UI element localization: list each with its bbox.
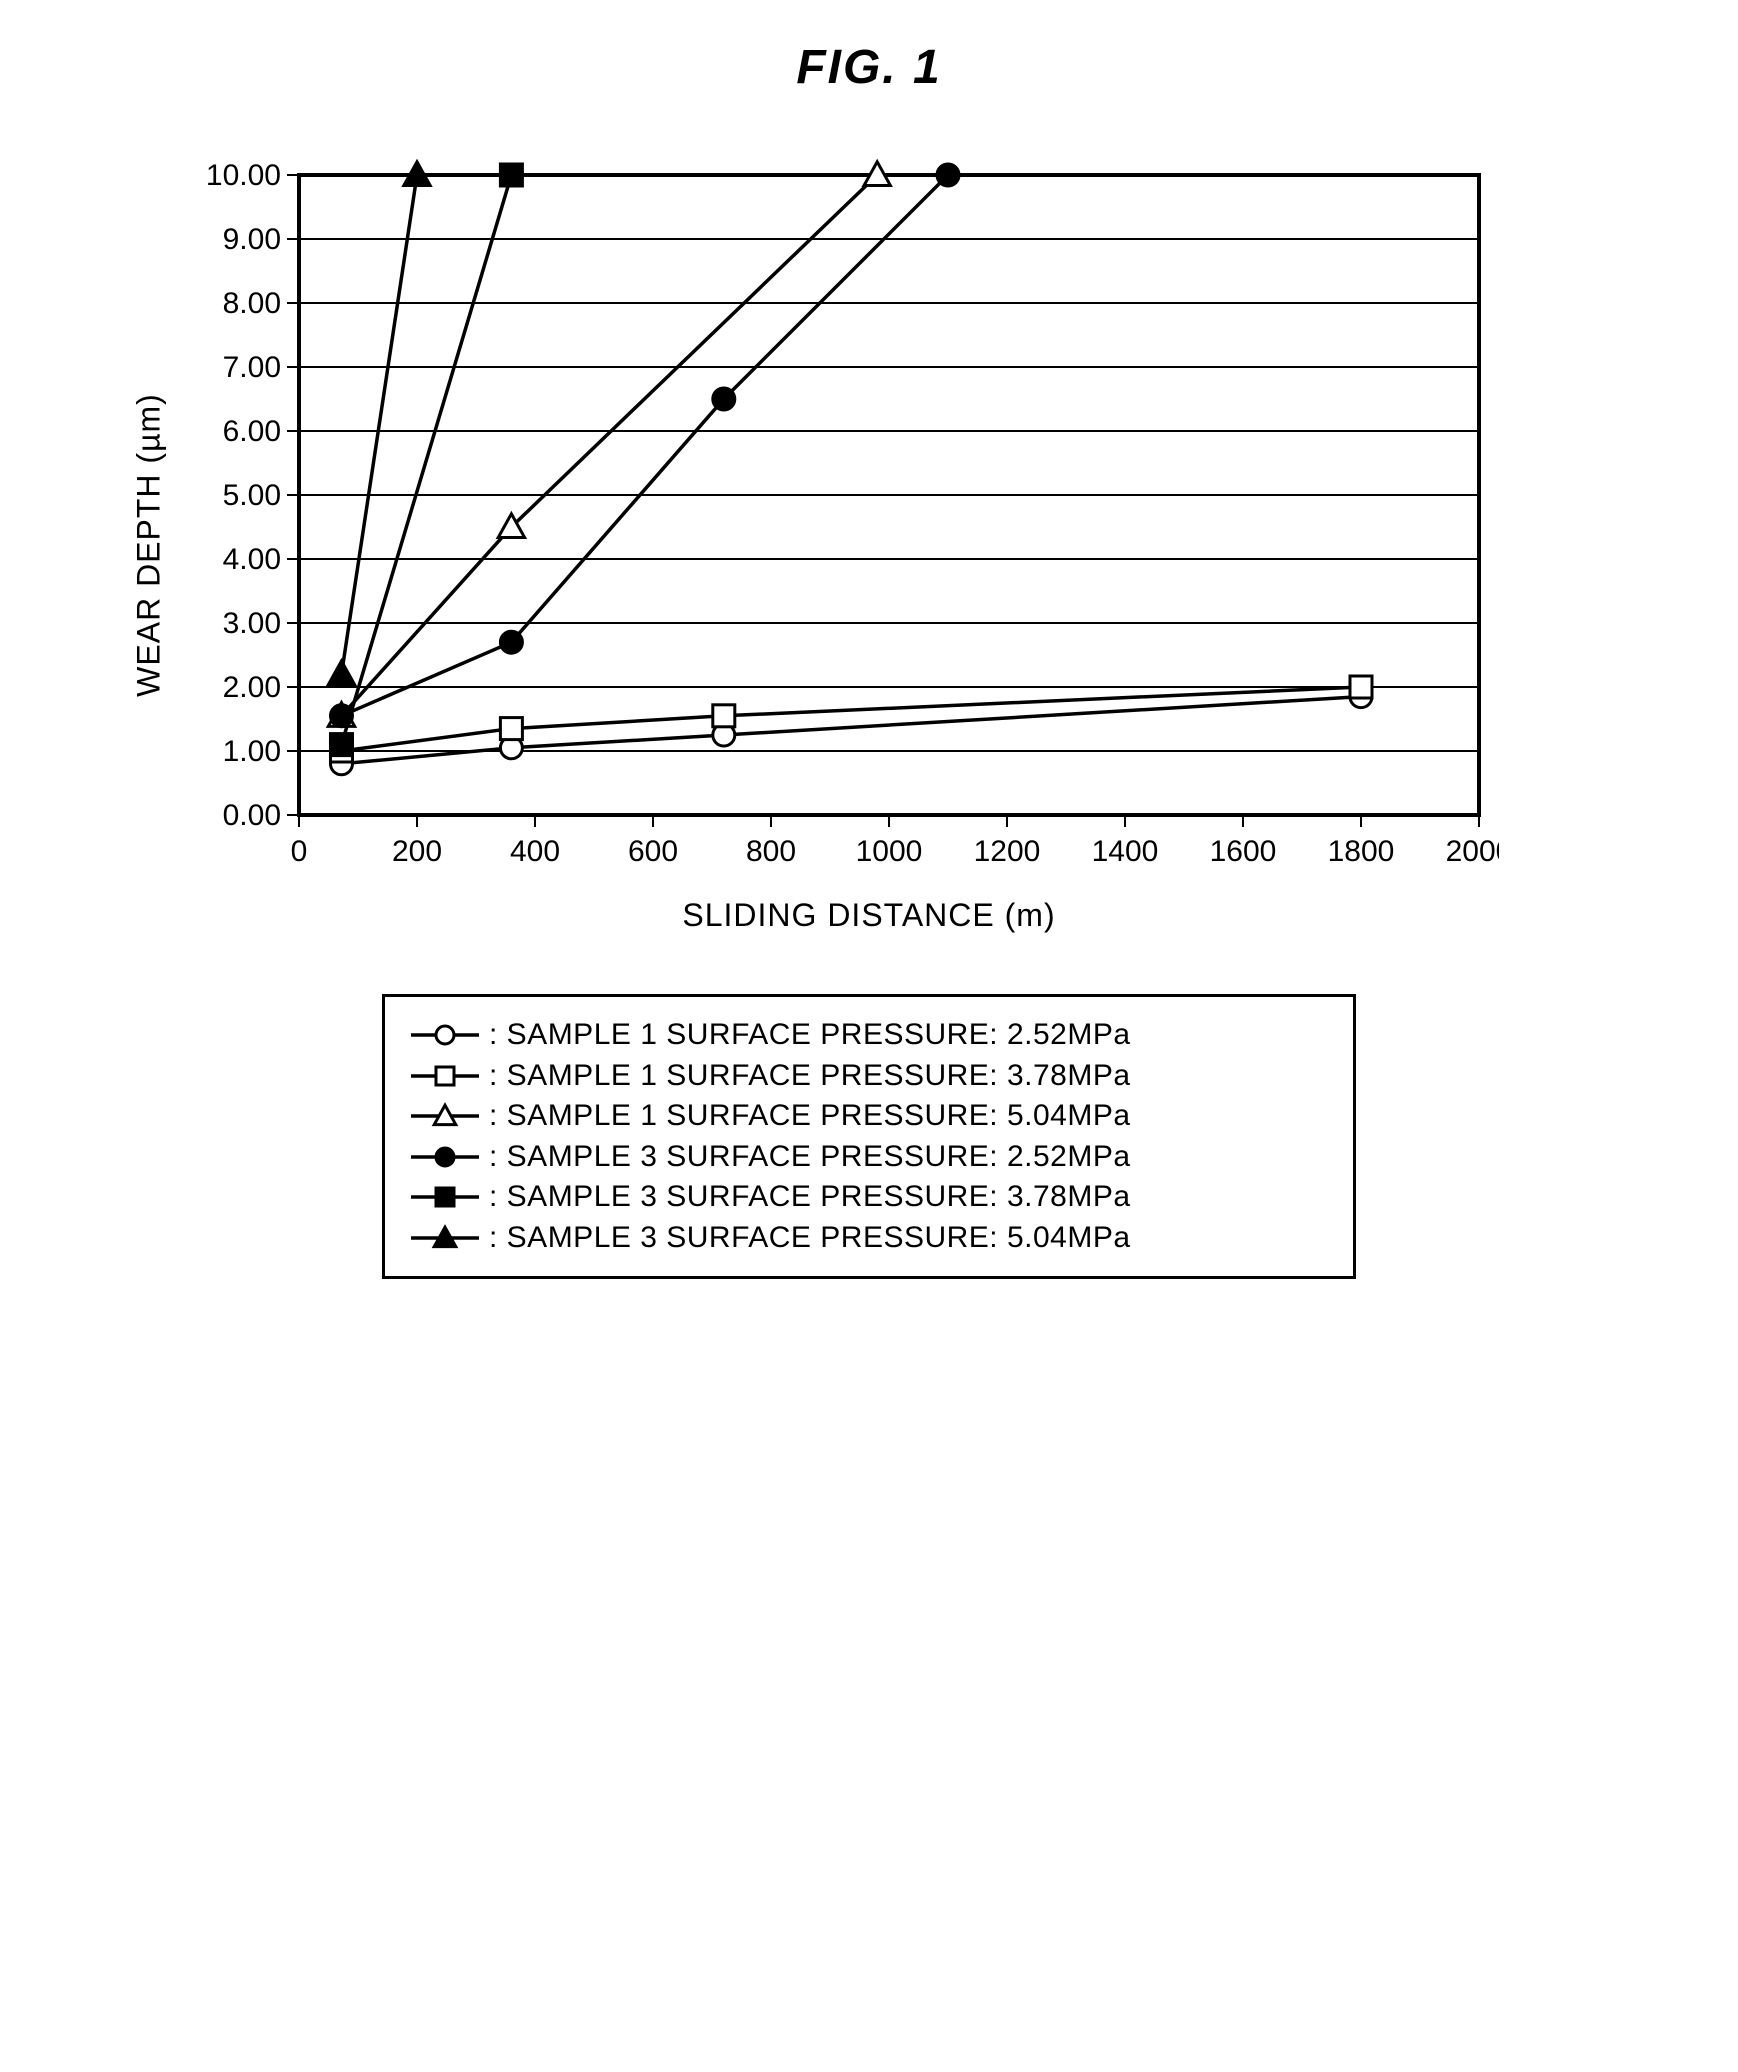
legend-item: : SAMPLE 3 SURFACE PRESSURE: 5.04MPa xyxy=(409,1218,1329,1259)
figure-title: FIG. 1 xyxy=(40,40,1698,95)
legend-item: : SAMPLE 3 SURFACE PRESSURE: 2.52MPa xyxy=(409,1137,1329,1178)
x-axis-label: SLIDING DISTANCE (m) xyxy=(169,897,1569,934)
svg-text:1.00: 1.00 xyxy=(223,735,281,768)
legend-label: : SAMPLE 1 SURFACE PRESSURE: 2.52MPa xyxy=(489,1015,1131,1056)
triangle-icon xyxy=(409,1224,481,1252)
chart-plot: 0 200 400 600 800 1000 1200 1400 1600 1800 2000 0.0… xyxy=(169,155,1499,885)
svg-text:2000: 2000 xyxy=(1446,835,1499,868)
legend-label: : SAMPLE 3 SURFACE PRESSURE: 5.04MPa xyxy=(489,1218,1131,1259)
triangle-icon xyxy=(409,1102,481,1130)
svg-text:1200: 1200 xyxy=(974,835,1041,868)
svg-text:400: 400 xyxy=(510,835,560,868)
svg-text:6.00: 6.00 xyxy=(223,415,281,448)
svg-text:1000: 1000 xyxy=(856,835,923,868)
svg-text:4.00: 4.00 xyxy=(223,543,281,576)
square-icon xyxy=(409,1183,481,1211)
chart-container: WEAR DEPTH (µm) 020040060080010001200140… xyxy=(169,155,1569,934)
circle-icon xyxy=(409,1021,481,1049)
legend-item: : SAMPLE 3 SURFACE PRESSURE: 3.78MPa xyxy=(409,1177,1329,1218)
legend-item: : SAMPLE 1 SURFACE PRESSURE: 2.52MPa xyxy=(409,1015,1329,1056)
square-icon xyxy=(409,1062,481,1090)
svg-text:600: 600 xyxy=(628,835,678,868)
svg-text:0.00: 0.00 xyxy=(223,799,281,832)
svg-text:3.00: 3.00 xyxy=(223,607,281,640)
svg-text:5.00: 5.00 xyxy=(223,479,281,512)
svg-text:0: 0 xyxy=(291,835,308,868)
legend-label: : SAMPLE 3 SURFACE PRESSURE: 2.52MPa xyxy=(489,1137,1131,1178)
svg-text:8.00: 8.00 xyxy=(223,287,281,320)
svg-text:2.00: 2.00 xyxy=(223,671,281,704)
circle-icon xyxy=(409,1143,481,1171)
svg-text:1400: 1400 xyxy=(1092,835,1159,868)
svg-text:1600: 1600 xyxy=(1210,835,1277,868)
svg-text:800: 800 xyxy=(746,835,796,868)
svg-text:1800: 1800 xyxy=(1328,835,1395,868)
legend-item: : SAMPLE 1 SURFACE PRESSURE: 3.78MPa xyxy=(409,1056,1329,1097)
y-axis-label: WEAR DEPTH (µm) xyxy=(131,393,168,697)
svg-text:10.00: 10.00 xyxy=(206,159,281,192)
svg-text:200: 200 xyxy=(392,835,442,868)
legend-label: : SAMPLE 1 SURFACE PRESSURE: 5.04MPa xyxy=(489,1096,1131,1137)
legend-label: : SAMPLE 1 SURFACE PRESSURE: 3.78MPa xyxy=(489,1056,1131,1097)
svg-text:7.00: 7.00 xyxy=(223,351,281,384)
legend-label: : SAMPLE 3 SURFACE PRESSURE: 3.78MPa xyxy=(489,1177,1131,1218)
svg-text:9.00: 9.00 xyxy=(223,223,281,256)
legend-item: : SAMPLE 1 SURFACE PRESSURE: 5.04MPa xyxy=(409,1096,1329,1137)
legend-box: : SAMPLE 1 SURFACE PRESSURE: 2.52MPa: SA… xyxy=(382,994,1356,1279)
